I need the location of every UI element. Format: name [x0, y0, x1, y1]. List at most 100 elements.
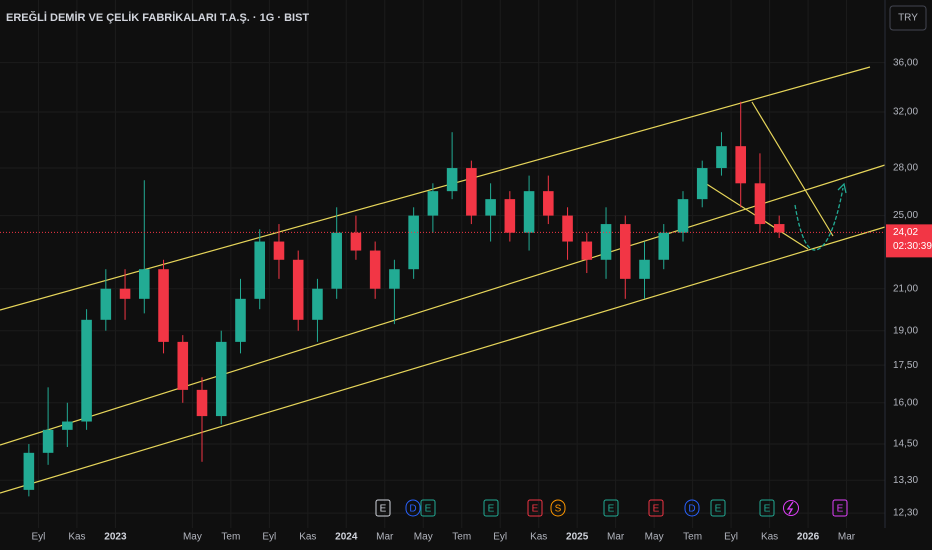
event-label: D — [409, 504, 416, 515]
candle-body — [658, 232, 670, 260]
x-tick-label: Mar — [376, 532, 394, 543]
candle-body — [23, 452, 35, 490]
candle-body — [427, 191, 439, 216]
candle-body — [639, 259, 650, 279]
candle-body — [619, 224, 631, 279]
candle-body — [254, 241, 266, 299]
y-tick-label: 14,50 — [893, 439, 918, 450]
x-tick-label: Tem — [452, 532, 471, 543]
y-tick-label: 21,00 — [893, 283, 918, 294]
candle-body — [158, 269, 169, 342]
x-tick-label: May — [645, 532, 664, 543]
x-tick-label: Eyl — [32, 532, 46, 543]
x-tick-label: Kas — [761, 532, 778, 543]
candle-body — [562, 215, 573, 242]
projection-arrowhead — [837, 182, 847, 194]
currency-button[interactable] — [889, 5, 927, 31]
channel-top — [0, 66, 871, 311]
event-marker[interactable] — [375, 499, 391, 517]
x-tick-label: 2026 — [797, 532, 820, 543]
y-tick-label: 32,00 — [893, 107, 918, 118]
candle-body — [466, 168, 477, 216]
x-tick-label: Eyl — [724, 532, 738, 543]
candle-body — [543, 191, 554, 216]
x-tick-label: May — [414, 532, 433, 543]
chart-title: EREĞLİ DEMİR VE ÇELİK FABRİKALARI T.A.Ş.… — [6, 11, 309, 24]
channel-bottom — [0, 226, 886, 494]
candle-body — [177, 341, 189, 390]
candle-body — [446, 168, 458, 192]
candle-body — [350, 232, 362, 251]
x-tick-label: Kas — [530, 532, 547, 543]
candle-body — [523, 191, 535, 233]
candle-body — [600, 224, 612, 260]
event-icon[interactable] — [783, 500, 799, 516]
candle-body — [773, 224, 785, 233]
event-marker[interactable] — [710, 499, 726, 517]
x-tick-label: Kas — [68, 532, 85, 543]
event-marker[interactable] — [405, 499, 421, 517]
x-tick-label: Tem — [221, 532, 240, 543]
event-label: E — [837, 504, 844, 515]
candle-body — [677, 199, 689, 233]
wedge-line — [751, 101, 834, 237]
candle-body — [215, 341, 227, 417]
candle-body — [485, 199, 496, 216]
candle-body — [139, 269, 150, 299]
x-tick-label: Eyl — [262, 532, 276, 543]
currency-label[interactable]: TRY — [898, 13, 918, 24]
event-label: D — [688, 504, 695, 515]
candle-body — [81, 319, 92, 422]
projection-arrow — [794, 187, 844, 251]
x-tick-label: 2023 — [104, 532, 127, 543]
grid — [0, 0, 885, 528]
candle-body — [62, 421, 73, 430]
y-tick-label: 16,00 — [893, 397, 918, 408]
event-label: E — [532, 504, 539, 515]
last-price-tag — [886, 224, 932, 258]
y-tick-label: 36,00 — [893, 57, 918, 68]
x-tick-label: Mar — [607, 532, 625, 543]
y-tick-label: 12,30 — [893, 508, 918, 519]
candle-body — [292, 259, 304, 320]
candle-body — [369, 250, 381, 289]
y-tick-label: 19,00 — [893, 325, 918, 336]
candle-body — [235, 298, 246, 342]
event-marker[interactable] — [684, 499, 700, 517]
event-marker[interactable] — [527, 499, 543, 517]
event-marker[interactable] — [832, 499, 848, 517]
y-tick-label: 17,50 — [893, 360, 918, 371]
event-label: E — [653, 504, 660, 515]
candle-body — [42, 429, 54, 453]
y-tick-label: 28,00 — [893, 163, 918, 174]
candle-body — [312, 288, 323, 320]
event-marker[interactable] — [759, 499, 775, 517]
candle-body — [273, 241, 285, 260]
x-tick-label: 2025 — [566, 532, 589, 543]
event-marker[interactable] — [648, 499, 664, 517]
candles — [23, 101, 785, 497]
x-tick-label: Tem — [683, 532, 702, 543]
candle-body — [581, 241, 593, 260]
x-tick-label: May — [183, 532, 202, 543]
event-label: E — [715, 504, 722, 515]
x-tick-label: Kas — [299, 532, 316, 543]
event-label: E — [608, 504, 615, 515]
candle-body — [389, 269, 400, 289]
event-label: S — [555, 504, 562, 515]
channel-middle — [0, 164, 886, 446]
event-marker[interactable] — [550, 499, 566, 517]
candle-body — [735, 146, 746, 184]
lightning-event — [783, 500, 799, 516]
candle-body — [100, 288, 112, 320]
candle-body — [504, 199, 516, 233]
candle-body — [119, 288, 131, 299]
event-marker[interactable] — [603, 499, 619, 517]
x-tick-label: Eyl — [493, 532, 507, 543]
candle-body — [716, 146, 727, 169]
event-marker[interactable] — [420, 499, 436, 517]
event-marker[interactable] — [483, 499, 499, 517]
event-label: E — [380, 504, 387, 515]
